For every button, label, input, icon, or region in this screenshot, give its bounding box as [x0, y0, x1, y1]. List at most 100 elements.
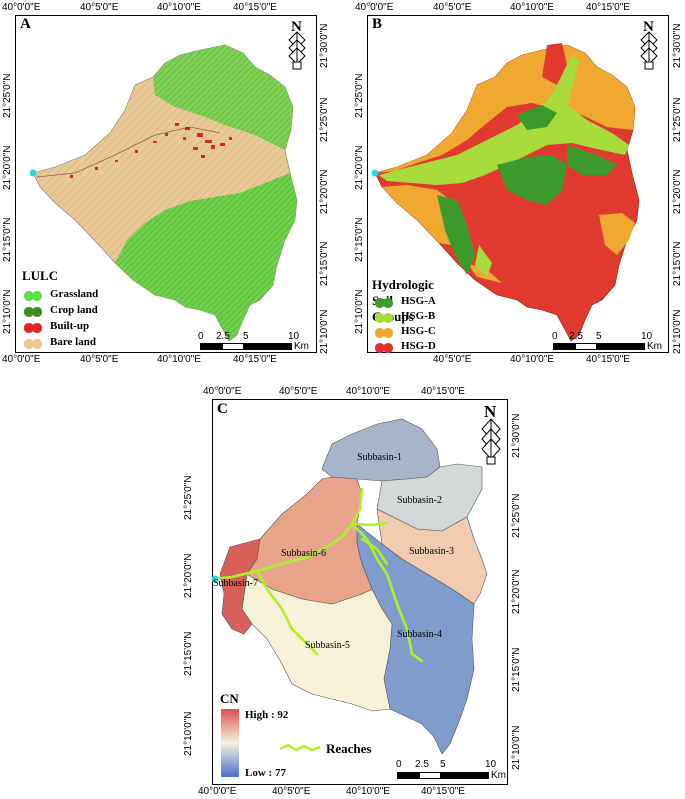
bottom-tick-a-2: 40°10'0"E — [157, 354, 201, 365]
legend-a-swatch-3 — [24, 339, 42, 349]
legend-b-swatch-2 — [375, 328, 393, 338]
scale-c-1: 2.5 — [415, 759, 429, 770]
right-tick-b-3: 21°15'0"N — [672, 241, 683, 287]
left-tick-a-2: 21°15'0"N — [2, 217, 13, 263]
top-tick-b-3: 40°15'0"E — [586, 2, 630, 13]
top-tick-a-3: 40°15'0"E — [233, 2, 277, 13]
legend-b-label-1: HSG-B — [401, 310, 436, 322]
bottom-tick-c-0: 40°0'0"E — [198, 786, 237, 797]
legend-b-label-2: HSG-C — [401, 325, 436, 337]
built-up-patches-a — [70, 123, 232, 178]
scale-a-0: 0 — [198, 331, 204, 342]
subbasin-label-7: Subbasin-7 — [213, 578, 258, 589]
bottom-tick-c-1: 40°5'0"E — [272, 786, 311, 797]
svg-text:N: N — [643, 19, 654, 35]
panel-label-a: A — [20, 16, 31, 32]
reaches-legend-label: Reaches — [326, 741, 372, 756]
legend-a-label-0: Grassland — [50, 288, 99, 300]
left-tick-b-2: 21°15'0"N — [354, 217, 365, 263]
left-tick-c-1: 21°20'0"N — [183, 553, 194, 599]
bottom-tick-a-3: 40°15'0"E — [233, 354, 277, 365]
left-tick-c-2: 21°15'0"N — [183, 631, 194, 677]
right-tick-b-2: 21°20'0"N — [672, 169, 683, 215]
scale-b-unit: Km — [647, 341, 662, 352]
subbasin-label-3: Subbasin-3 — [409, 546, 454, 557]
cn-high-label: High : 92 — [245, 709, 289, 721]
legend-a-label-3: Bare land — [50, 336, 96, 348]
right-tick-a-4: 21°10'0"N — [319, 309, 330, 355]
legend-title-c: CN — [220, 691, 239, 706]
left-tick-b-3: 21°10'0"N — [354, 289, 365, 335]
subbasin-label-1: Subbasin-1 — [357, 452, 402, 463]
legend-b-swatch-0 — [375, 298, 393, 308]
legend-title-a: LULC — [22, 268, 59, 283]
cn-color-ramp — [221, 709, 239, 777]
top-tick-b-1: 40°5'0"E — [433, 2, 472, 13]
subbasin-label-5: Subbasin-5 — [305, 640, 350, 651]
legend-a-swatch-0 — [24, 291, 42, 301]
top-tick-a-1: 40°5'0"E — [80, 2, 119, 13]
bottom-tick-a-0: 40°0'0"E — [2, 354, 41, 365]
reaches-legend-symbol — [279, 743, 321, 752]
subbasin-polygons — [219, 418, 488, 755]
legend-a-swatch-2 — [24, 323, 42, 333]
legend-b-label-3: HSG-D — [401, 340, 436, 352]
scale-c-0: 0 — [396, 759, 402, 770]
left-tick-a-3: 21°10'0"N — [2, 289, 13, 335]
scale-b-0: 0 — [552, 331, 558, 342]
map-frame-b — [367, 15, 669, 353]
outlet-marker-b — [371, 169, 379, 177]
legend-b-label-0: HSG-A — [401, 295, 436, 307]
subbasin-label-4: Subbasin-4 — [397, 629, 442, 640]
right-tick-c-1: 21°25'0"N — [511, 493, 522, 539]
legend-a-swatch-1 — [24, 307, 42, 317]
watershed-b — [374, 43, 640, 342]
right-tick-a-3: 21°15'0"N — [319, 241, 330, 287]
right-tick-a-1: 21°25'0"N — [319, 97, 330, 143]
north-arrow-icon: N — [640, 19, 658, 70]
legend-b-swatch-1 — [375, 313, 393, 323]
right-tick-c-2: 21°20'0"N — [511, 569, 522, 615]
watershed-a — [32, 44, 298, 342]
scale-b-3: 10 — [641, 331, 653, 342]
scale-c-unit: Km — [491, 770, 506, 781]
right-tick-a-2: 21°20'0"N — [319, 169, 330, 215]
subbasin-label-6: Subbasin-6 — [281, 548, 326, 559]
panel-label-c: C — [217, 401, 228, 417]
right-tick-b-0: 21°30'0"N — [672, 23, 683, 69]
left-tick-c-0: 21°25'0"N — [183, 475, 194, 521]
legend-a-label-2: Built-up — [50, 320, 90, 332]
north-arrow-icon: N — [481, 403, 501, 465]
scale-c-2: 5 — [440, 759, 446, 770]
scale-a-2: 5 — [243, 331, 249, 342]
subbasin-polygon-1 — [321, 418, 441, 482]
scale-c-3: 10 — [485, 759, 497, 770]
scale-a-1: 2.5 — [216, 331, 230, 342]
top-tick-c-1: 40°5'0"E — [279, 386, 318, 397]
scale-a-unit: Km — [294, 341, 309, 352]
cn-low-label: Low : 77 — [245, 767, 286, 779]
left-tick-b-1: 21°20'0"N — [354, 145, 365, 191]
svg-text:N: N — [484, 403, 497, 421]
right-tick-a-0: 21°30'0"N — [319, 23, 330, 69]
bottom-tick-a-1: 40°5'0"E — [80, 354, 119, 365]
outlet-marker-a — [29, 169, 37, 177]
subbasin-label-2: Subbasin-2 — [397, 495, 442, 506]
reaches-network — [212, 487, 424, 663]
subbasin-polygon-7 — [219, 538, 261, 635]
left-tick-c-3: 21°10'0"N — [183, 711, 194, 757]
right-tick-b-4: 21°10'0"N — [672, 309, 683, 355]
top-tick-c-0: 40°0'0"E — [203, 386, 242, 397]
left-tick-a-1: 21°20'0"N — [2, 145, 13, 191]
panel-label-b: B — [372, 16, 383, 32]
right-tick-c-0: 21°30'0"N — [511, 413, 522, 459]
top-tick-c-2: 40°10'0"E — [346, 386, 390, 397]
legend-a-label-1: Crop land — [50, 304, 98, 316]
north-arrow-icon: N — [288, 19, 306, 70]
top-tick-c-3: 40°15'0"E — [421, 386, 465, 397]
bottom-tick-c-2: 40°10'0"E — [346, 786, 390, 797]
top-tick-b-2: 40°10'0"E — [510, 2, 554, 13]
outlet-marker-c — [212, 575, 219, 583]
right-tick-c-4: 21°10'0"N — [511, 725, 522, 771]
scale-b-2: 5 — [596, 331, 602, 342]
